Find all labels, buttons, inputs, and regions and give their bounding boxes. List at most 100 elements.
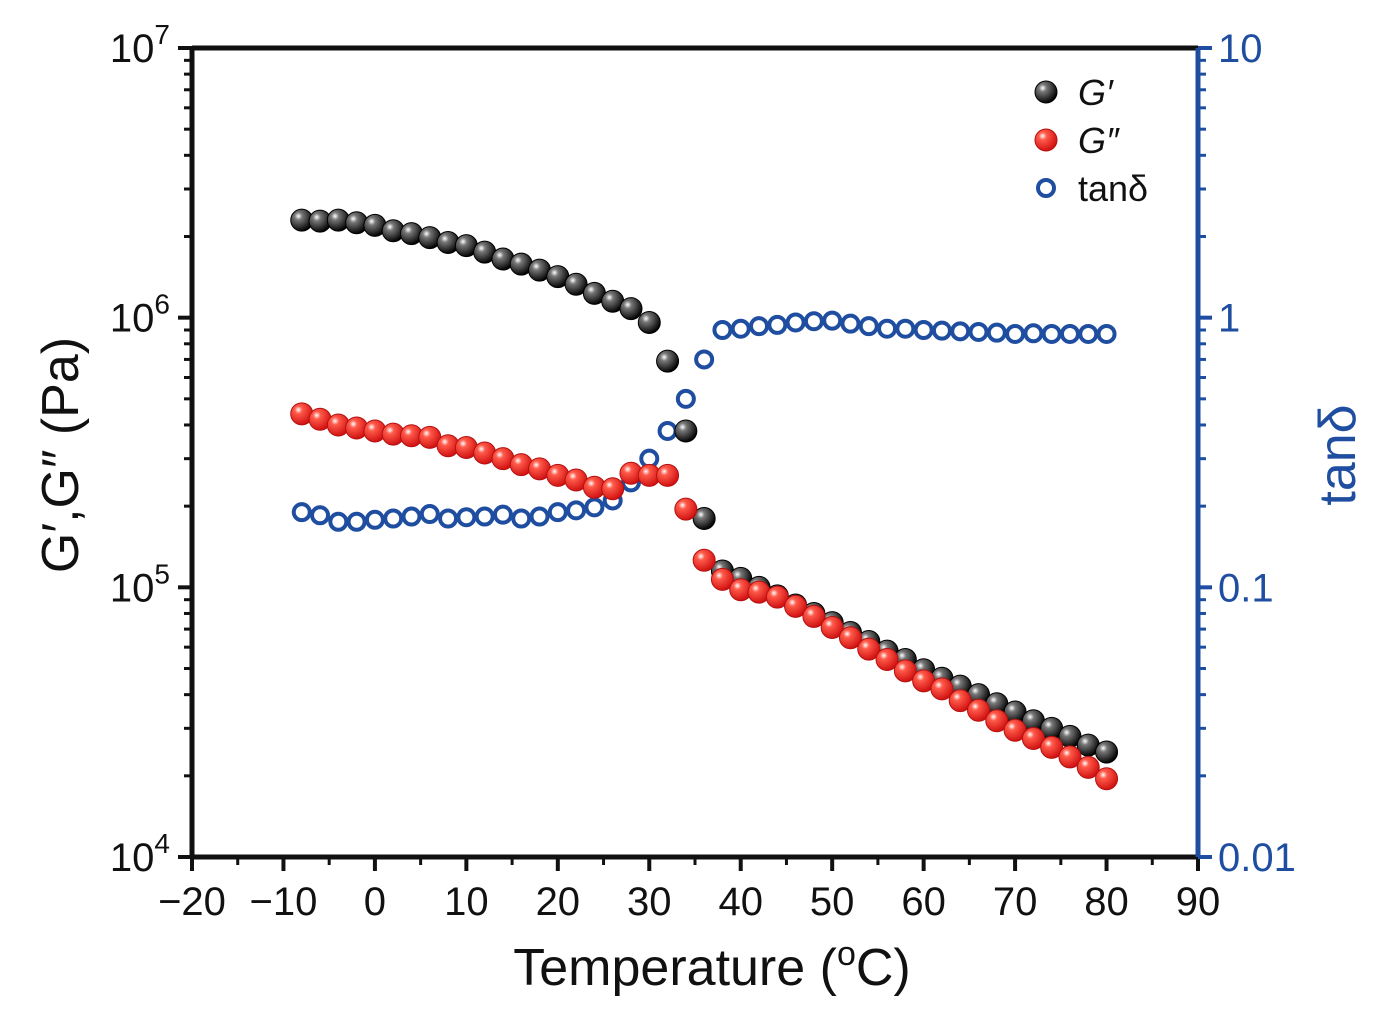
series-tan-delta: [291, 310, 1117, 532]
legend-marker: [1036, 178, 1056, 198]
data-point: [564, 272, 588, 296]
data-point: [692, 548, 716, 572]
data-point: [674, 497, 698, 521]
x-tick-label: 0: [364, 880, 386, 924]
data-point: [529, 506, 550, 527]
data-point: [1095, 767, 1119, 791]
data-point: [950, 321, 971, 342]
data-point: [986, 322, 1007, 343]
x-tick-label: 70: [993, 880, 1038, 924]
data-point: [1076, 755, 1100, 779]
data-point: [1040, 735, 1064, 759]
x-tick-label: −20: [158, 880, 226, 924]
x-tick-label: 30: [627, 880, 672, 924]
data-point: [1041, 323, 1062, 344]
data-point: [803, 311, 824, 332]
data-point: [657, 420, 678, 441]
data-point: [893, 659, 917, 683]
y-left-axis-ticks: 104 105 106 107: [110, 19, 192, 880]
data-point: [767, 314, 788, 335]
plot-frame: [189, 45, 1201, 860]
data-point: [310, 505, 331, 526]
data-point: [1095, 740, 1119, 764]
data-point: [656, 349, 680, 373]
data-point: [674, 419, 698, 443]
data-point: [913, 320, 934, 341]
data-point: [948, 689, 972, 713]
series-g-double-prime: [290, 402, 1119, 791]
data-point: [383, 508, 404, 529]
y-right-tick-label: 10: [1218, 27, 1263, 71]
y-right-tick-label: 1: [1218, 297, 1240, 341]
data-point: [547, 502, 568, 523]
data-point: [456, 507, 477, 528]
data-point: [822, 310, 843, 331]
data-point: [968, 321, 989, 342]
data-point: [712, 320, 733, 341]
data-point: [1096, 323, 1117, 344]
data-point: [474, 506, 495, 527]
legend-label: G″: [1078, 120, 1120, 161]
data-point: [967, 698, 991, 722]
data-point: [857, 637, 881, 661]
data-point: [931, 320, 952, 341]
data-point: [492, 504, 513, 525]
x-tick-label: 50: [810, 880, 855, 924]
series-layer: [290, 208, 1119, 791]
data-point: [656, 463, 680, 487]
data-point: [784, 594, 808, 618]
data-point: [692, 506, 716, 530]
data-point: [511, 508, 532, 529]
data-point: [749, 316, 770, 337]
data-point: [838, 626, 862, 650]
y-right-axis-ticks: 0.01 0.1 1 10: [1198, 27, 1296, 880]
data-point: [930, 677, 954, 701]
data-point: [785, 312, 806, 333]
x-tick-label: −10: [250, 880, 318, 924]
data-point: [710, 567, 734, 591]
x-tick-label: 10: [444, 880, 489, 924]
data-point: [328, 511, 349, 532]
data-point: [566, 500, 587, 521]
y-right-tick-label: 0.1: [1218, 566, 1274, 610]
data-point: [619, 297, 643, 321]
data-point: [1005, 323, 1026, 344]
data-point: [675, 388, 696, 409]
data-point: [895, 318, 916, 339]
data-point: [858, 316, 879, 337]
y-right-axis-title: tanδ: [1309, 404, 1367, 505]
data-point: [401, 506, 422, 527]
data-point: [291, 502, 312, 523]
data-point: [877, 318, 898, 339]
x-tick-label: 80: [1084, 880, 1129, 924]
data-point: [985, 709, 1009, 733]
legend-marker: [1034, 80, 1058, 104]
legend-label: tanδ: [1078, 168, 1148, 209]
x-tick-label: 20: [536, 880, 581, 924]
x-tick-label: 40: [718, 880, 763, 924]
x-axis-ticks: −20 −10 0 10 20 30 40 50 60 70 80 90: [158, 857, 1220, 924]
y-left-axis-title: G′,G″ (Pa): [32, 337, 90, 573]
data-point: [840, 313, 861, 334]
data-point: [1078, 323, 1099, 344]
data-point: [802, 604, 826, 628]
series-g-prime: [290, 208, 1119, 764]
data-point: [730, 318, 751, 339]
data-point: [1059, 323, 1080, 344]
data-point: [1058, 745, 1082, 769]
data-point: [584, 497, 605, 518]
x-tick-label: 90: [1176, 880, 1221, 924]
y-right-tick-label: 0.01: [1218, 836, 1296, 880]
data-point: [438, 508, 459, 529]
y-left-tick-label: 107: [110, 19, 170, 71]
legend-marker: [1034, 128, 1058, 152]
legend-label: G′: [1078, 72, 1114, 113]
legend: G′ G″ tanδ: [1034, 72, 1148, 209]
y-left-tick-label: 105: [110, 558, 170, 610]
y-left-tick-label: 106: [110, 289, 170, 341]
data-point: [875, 647, 899, 671]
data-point: [637, 310, 661, 334]
x-tick-label: 60: [901, 880, 946, 924]
data-point: [419, 504, 440, 525]
